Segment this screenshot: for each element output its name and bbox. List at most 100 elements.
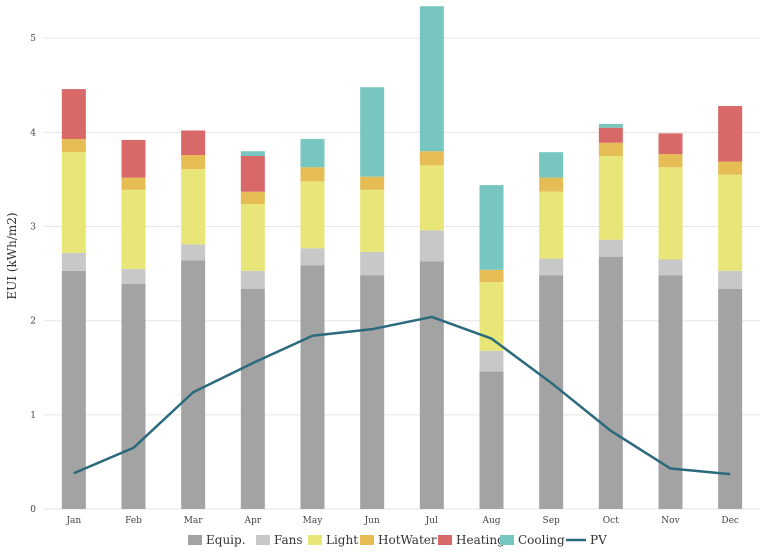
bar-equip-may [300,265,325,509]
bar-light-oct [598,155,623,240]
x-tick-label: Mar [184,516,204,526]
bar-hotwater-mar [181,154,206,170]
bar-heating-oct [598,127,623,143]
y-axis-label: EUI (kWh/m2) [5,212,19,299]
bar-cooling-jun [360,87,385,177]
bar-hotwater-jul [419,151,444,166]
bar-equip-aug [479,371,504,509]
legend-label-heating: Heating [456,533,505,547]
x-tick-label: Nov [661,516,680,526]
bar-equip-mar [181,260,206,509]
pv-line [73,315,731,476]
legend-label-cooling: Cooling [518,533,565,547]
bar-equip-apr [240,288,265,509]
bar-equip-feb [121,283,146,509]
bar-hotwater-apr [240,191,265,204]
bar-light-apr [240,203,265,271]
bar-fans-jul [419,230,444,262]
bar-equip-jun [360,275,385,509]
bar-heating-feb [121,139,146,178]
bar-hotwater-dec [718,161,743,175]
x-tick-label: Feb [125,516,142,526]
bar-fans-apr [240,270,265,289]
bar-heating-apr [240,155,265,192]
bar-cooling-jul [419,6,444,152]
bar-fans-may [300,248,325,266]
bar-light-may [300,181,325,249]
x-tick-label: Dec [721,516,739,526]
bar-hotwater-feb [121,177,146,190]
bar-hotwater-jan [61,138,86,153]
bar-cooling-oct [598,123,623,128]
bar-hotwater-oct [598,142,623,156]
legend-swatch-fans [256,535,270,545]
y-axis: 0 1 2 3 4 5 [30,34,36,515]
bar-equip-dec [718,288,743,509]
y-tick-label: 2 [30,317,36,327]
bar-equip-jan [61,270,86,509]
grid-lines [44,37,760,510]
bar-hotwater-nov [658,154,683,168]
bars [61,6,743,509]
y-tick-label: 1 [30,411,36,421]
x-tick-label: Jun [364,516,380,526]
bar-fans-dec [718,270,743,289]
bar-light-dec [718,174,743,271]
y-tick-label: 5 [30,34,36,44]
bar-equip-sep [539,275,564,509]
bar-equip-oct [598,256,623,509]
bar-cooling-sep [539,152,564,178]
legend-label-light: Light [326,533,358,547]
bar-heating-dec [718,106,743,162]
bar-fans-mar [181,244,206,261]
legend-swatch-cooling [500,535,514,545]
legend-swatch-hotwater [360,535,374,545]
x-tick-label: May [303,516,324,526]
bar-heating-nov [658,133,683,155]
x-tick-label: Apr [244,516,262,526]
bar-fans-feb [121,268,146,284]
legend-swatch-equip [188,535,202,545]
bar-equip-jul [419,261,444,509]
bar-fans-nov [658,259,683,276]
bar-light-jan [61,152,86,253]
bar-fans-aug [479,350,504,372]
bar-light-aug [479,282,504,351]
y-tick-label: 3 [30,223,36,233]
bar-cooling-apr [240,151,265,156]
legend-swatch-heating [438,535,452,545]
x-tick-label: Sep [543,516,560,526]
x-tick-label: Jan [65,516,81,526]
bar-light-sep [539,191,564,259]
bar-hotwater-may [300,167,325,182]
pv-line-layer [73,315,731,476]
bar-light-nov [658,167,683,260]
legend-label-hotwater: HotWater [378,533,437,547]
legend-label-equip: Equip. [206,533,246,547]
legend-swatch-light [308,535,322,545]
bar-light-jun [360,189,385,252]
bar-cooling-may [300,138,325,168]
legend: Equip. Fans Light HotWater Heating Cooling PV [188,533,607,547]
bar-hotwater-sep [539,177,564,192]
bar-light-feb [121,189,146,269]
legend-label-fans: Fans [274,533,303,547]
bar-light-mar [181,169,206,245]
bar-fans-jun [360,251,385,276]
bar-fans-oct [598,239,623,257]
bar-hotwater-jun [360,176,385,190]
bar-light-jul [419,165,444,231]
bar-heating-mar [181,130,206,155]
bar-fans-sep [539,258,564,276]
x-tick-label: Aug [481,516,500,526]
bar-hotwater-aug [479,269,504,283]
x-tick-label: Oct [603,516,619,526]
y-tick-label: 0 [30,505,36,515]
bar-heating-jan [61,89,86,139]
bar-equip-nov [658,275,683,509]
bar-fans-jan [61,252,86,271]
x-axis: Jan Feb Mar Apr May Jun Jul Aug Sep Oct Nov Dec [65,516,739,526]
y-tick-label: 4 [30,128,36,138]
legend-label-pv: PV [590,533,607,547]
